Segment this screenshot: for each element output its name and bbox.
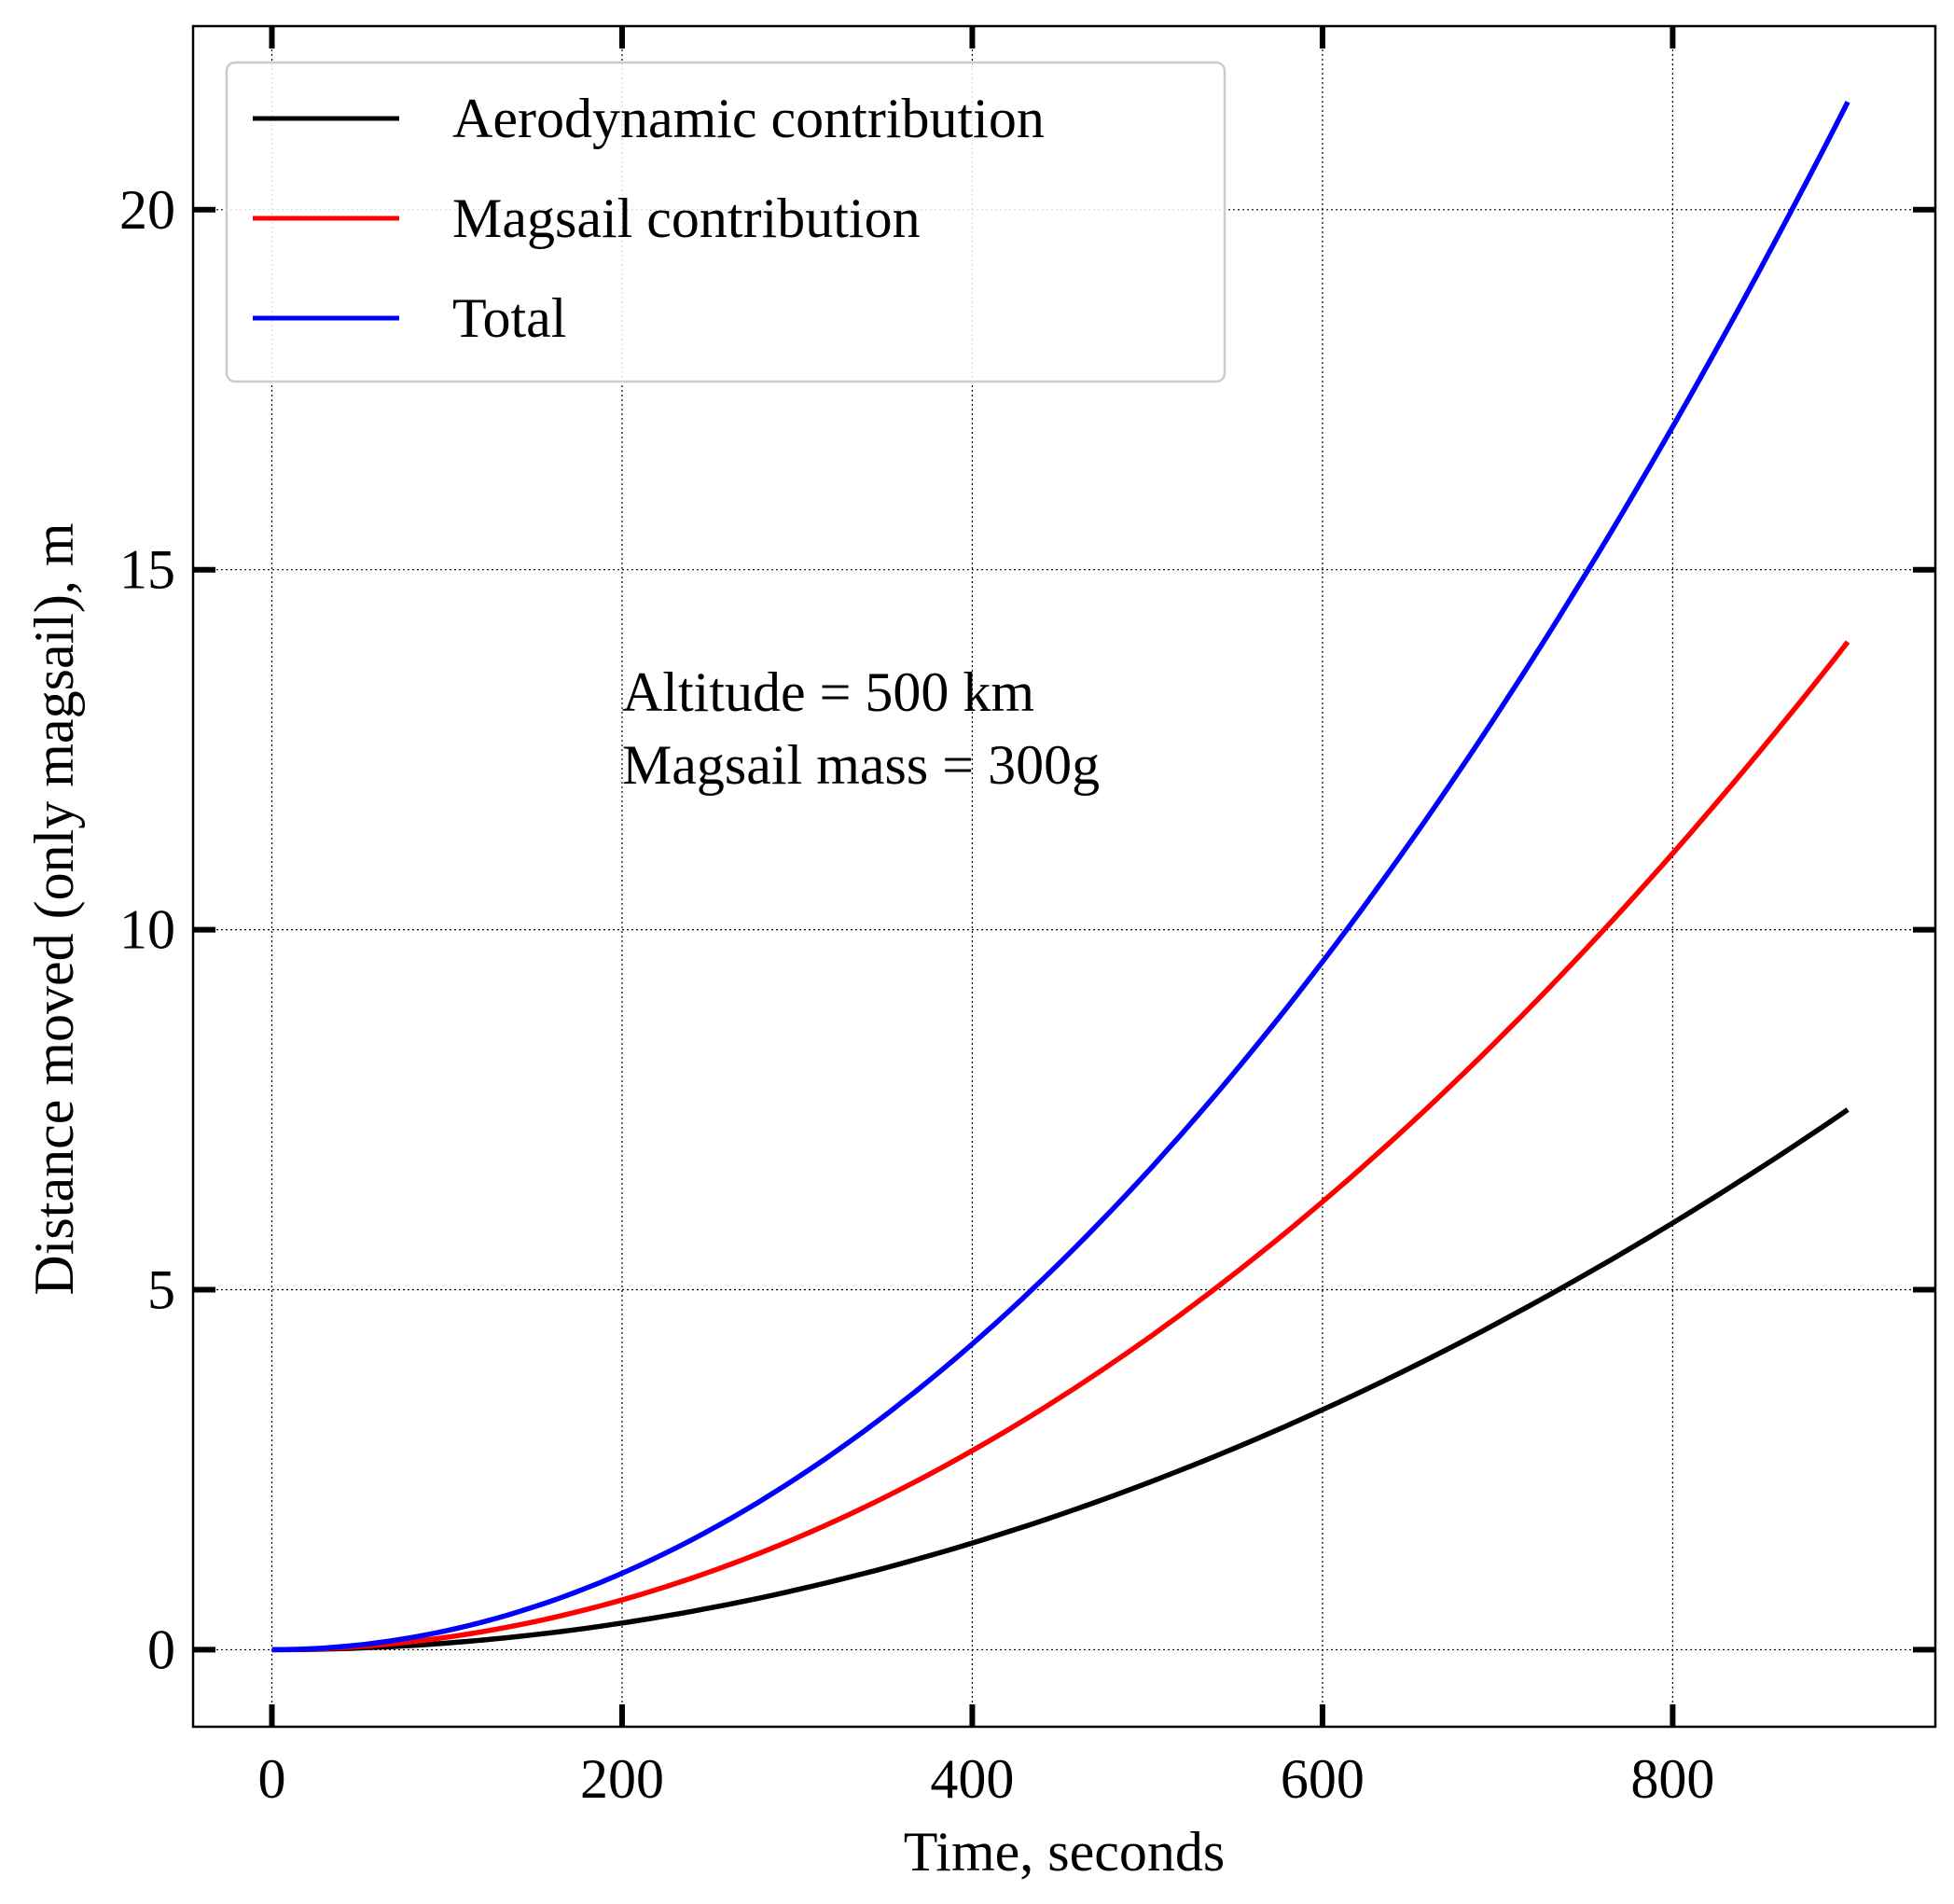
series-layer [271, 100, 1850, 1653]
legend-label-magsail: Magsail contribution [452, 188, 921, 249]
series-line-0 [271, 1107, 1850, 1653]
y-tick-label: 0 [147, 1619, 175, 1680]
plot-frame [191, 24, 1937, 1729]
annotation-magsail-mass: Magsail mass = 300g [622, 734, 1100, 796]
legend-box [225, 61, 1226, 383]
legend: Aerodynamic contribution Magsail contrib… [225, 61, 1226, 383]
series-line-2 [271, 100, 1850, 1653]
y-tick-label: 15 [119, 539, 175, 601]
y-tick-label: 10 [119, 899, 175, 961]
x-axis-label: Time, seconds [904, 1821, 1225, 1883]
y-tick-label: 5 [147, 1259, 175, 1321]
x-tick-label: 0 [257, 1748, 285, 1810]
x-tick-label: 200 [580, 1748, 664, 1810]
tick-layer: 0 200 400 600 800 0 5 10 15 20 [119, 26, 1935, 1810]
series-line-1 [271, 640, 1850, 1653]
x-tick-label: 400 [930, 1748, 1014, 1810]
annotation-altitude: Altitude = 500 km [622, 661, 1034, 723]
x-tick-label: 800 [1630, 1748, 1714, 1810]
y-tick-label: 20 [119, 179, 175, 241]
x-tick-label: 600 [1281, 1748, 1365, 1810]
legend-label-total: Total [452, 287, 566, 349]
legend-label-aerodynamic: Aerodynamic contribution [452, 88, 1045, 149]
y-axis-label: Distance moved (only magsail), m [23, 522, 85, 1295]
